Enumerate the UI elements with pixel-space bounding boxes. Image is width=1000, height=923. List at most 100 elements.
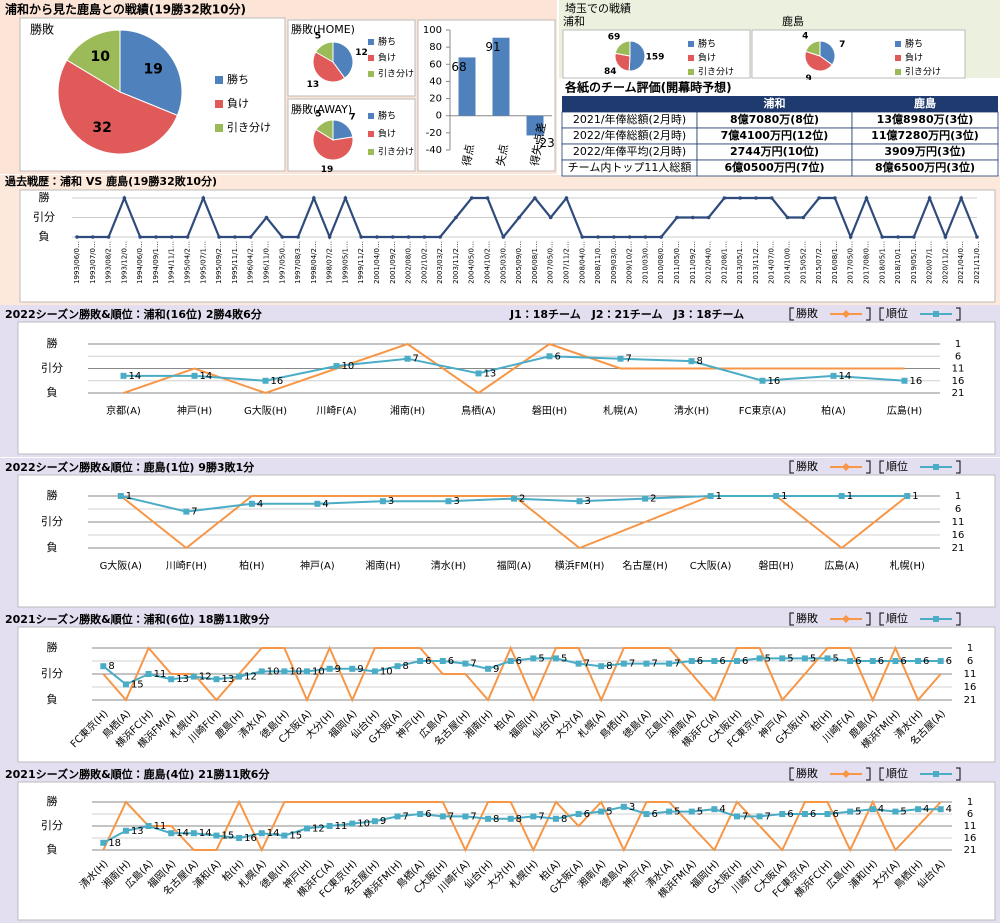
x-tick-label: 2008/11/0…	[594, 241, 602, 284]
rank-label: 7	[448, 811, 454, 822]
rank-label: 7	[626, 354, 632, 365]
legend-label: 引き分け	[378, 69, 414, 80]
rank-label: 13	[131, 826, 144, 837]
rank-marker	[711, 658, 718, 664]
legend-bracket	[879, 307, 884, 321]
rank-label: 4	[257, 499, 263, 510]
legend-bracket	[789, 767, 794, 781]
legend-bracket	[956, 460, 961, 474]
x-tick-label: FC東京(A)	[739, 404, 786, 417]
rank-label: 6	[651, 809, 657, 820]
rank-label: 15	[289, 831, 302, 842]
result-point	[296, 235, 300, 239]
pie-label: 10	[91, 49, 111, 65]
x-tick-label: 2017/05/0…	[847, 241, 855, 284]
legend-marker	[933, 616, 939, 622]
bar-label: -23	[535, 136, 555, 150]
rank-label: 6	[425, 656, 431, 667]
legend-label: 勝敗	[796, 611, 818, 625]
y2-tick-label: 1	[967, 643, 973, 654]
x-tick-label: 2001/09/2…	[389, 241, 397, 284]
y2-tick-label: 11	[964, 669, 977, 680]
rank-label: 1	[912, 491, 918, 502]
result-point	[943, 235, 948, 239]
legend-marker	[933, 771, 939, 777]
x-tick-label: 2015/05/2…	[799, 241, 807, 284]
rank-marker	[643, 660, 650, 667]
table-cell-text: チーム内トップ11人総額	[568, 160, 692, 174]
table-cell-text: 8億6500万円(3位)	[875, 160, 975, 174]
result-point	[90, 235, 95, 239]
table-cell-text: 2022/年俸平均(2月時)	[573, 144, 686, 158]
y-tick-label: 負	[47, 386, 58, 399]
result-point	[359, 235, 364, 239]
legend-bracket	[866, 307, 871, 321]
y2-tick-label: 1	[967, 797, 973, 808]
season-box	[17, 321, 996, 455]
rank-marker	[801, 655, 808, 662]
y-tick-label: 引分	[41, 666, 63, 680]
y2-tick-label: 16	[952, 530, 965, 541]
x-tick-label: 湘南(H)	[390, 404, 425, 417]
result-point	[912, 235, 916, 239]
rank-marker	[838, 493, 845, 499]
rank-marker	[666, 660, 673, 667]
rank-label: 9	[380, 816, 386, 827]
rank-label: 11	[335, 821, 348, 832]
rank-label: 4	[878, 804, 884, 815]
rank-marker	[711, 806, 718, 813]
bar-label: 91	[485, 40, 500, 54]
y-tick-label: 勝	[39, 190, 50, 204]
x-tick-label: 1999/05/1…	[341, 241, 349, 284]
rank-marker	[417, 811, 424, 817]
result-line	[102, 799, 942, 853]
rank-label: 6	[923, 656, 929, 667]
rank-marker	[417, 658, 424, 664]
y-tick-label: 勝	[47, 488, 58, 502]
y2-tick-label: 21	[952, 388, 965, 399]
pie-slice	[119, 29, 183, 117]
result-point	[612, 235, 616, 239]
rank-label: 6	[697, 656, 703, 667]
legend-label: 順位	[886, 460, 908, 473]
rank-marker	[439, 813, 446, 820]
rank-marker	[213, 676, 220, 683]
x-tick-label: 1994/09/1…	[152, 241, 160, 284]
rank-label: 12	[199, 672, 212, 683]
legend-label: 引き分け	[698, 67, 734, 78]
rank-label: 7	[413, 354, 419, 365]
x-tick-label: 2017/08/0…	[862, 241, 870, 284]
rank-label: 7	[629, 659, 635, 670]
pie-slice	[332, 41, 354, 79]
rank-marker	[145, 671, 152, 677]
pie-label: 19	[321, 165, 334, 175]
rank-label: 9	[335, 664, 341, 675]
rank-label: 3	[629, 802, 635, 813]
table-header: 浦和	[764, 96, 786, 110]
table-cell-text: 2022/年俸総額(2月時)	[573, 128, 686, 142]
rank-marker	[445, 498, 452, 505]
x-tick-label: 湘南(H)	[365, 559, 400, 572]
rank-label: 7	[538, 811, 544, 822]
result-point	[264, 215, 269, 220]
pie-slice	[628, 40, 646, 72]
rank-marker	[546, 353, 553, 360]
rank-marker	[869, 658, 876, 664]
legend-bracket	[789, 460, 794, 474]
season-box	[17, 626, 996, 763]
rank-marker	[642, 495, 649, 502]
rank-marker	[258, 668, 265, 675]
table-header-bg	[562, 96, 998, 112]
legend-marker	[842, 310, 850, 318]
x-tick-label: 1993/06/0…	[73, 241, 81, 284]
y-tick-label: 負	[47, 843, 58, 856]
rank-label: 18	[108, 838, 121, 849]
rank-label: 15	[221, 831, 234, 842]
rank-marker	[756, 655, 763, 662]
rank-marker	[326, 665, 333, 672]
rank-marker	[575, 811, 582, 817]
rank-marker	[552, 815, 559, 822]
legend-swatch	[368, 149, 374, 155]
rank-marker	[122, 827, 129, 834]
rank-marker	[485, 815, 492, 822]
